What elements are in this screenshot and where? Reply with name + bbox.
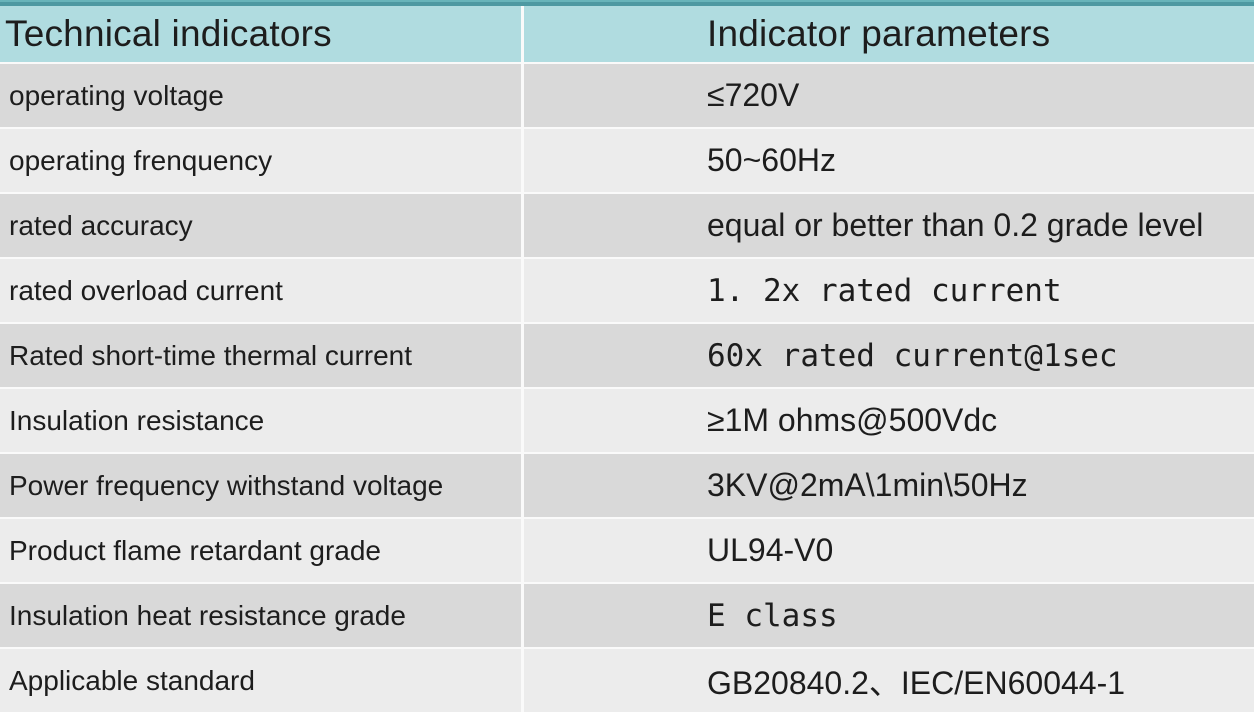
row-label-operating-frequency: operating frenquency	[0, 129, 521, 192]
row-value-rated-overload-current: 1. 2x rated current	[524, 259, 1254, 322]
top-accent-line-dark	[0, 2, 1254, 6]
row-label-rated-overload-current: rated overload current	[0, 259, 521, 322]
column-header-technical-indicators: Technical indicators	[0, 6, 521, 62]
row-value-flame-retardant-grade: UL94-V0	[524, 519, 1254, 582]
row-value-rated-accuracy: equal or better than 0.2 grade level	[524, 194, 1254, 257]
row-label-withstand-voltage: Power frequency withstand voltage	[0, 454, 521, 517]
row-value-operating-voltage: ≤720V	[524, 64, 1254, 127]
column-header-indicator-parameters: Indicator parameters	[524, 6, 1254, 62]
row-label-insulation-resistance: Insulation resistance	[0, 389, 521, 452]
row-label-operating-voltage: operating voltage	[0, 64, 521, 127]
spec-table-grid: Technical indicators Indicator parameter…	[0, 6, 1254, 712]
row-value-operating-frequency: 50~60Hz	[524, 129, 1254, 192]
row-value-short-time-thermal-current: 60x rated current@1sec	[524, 324, 1254, 387]
row-value-applicable-standard: GB20840.2、IEC/EN60044-1	[524, 649, 1254, 712]
row-label-applicable-standard: Applicable standard	[0, 649, 521, 712]
row-value-insulation-resistance: ≥1M ohms@500Vdc	[524, 389, 1254, 452]
row-label-flame-retardant-grade: Product flame retardant grade	[0, 519, 521, 582]
row-label-heat-resistance-grade: Insulation heat resistance grade	[0, 584, 521, 647]
top-accent-line-light	[0, 0, 1254, 2]
row-value-withstand-voltage: 3KV@2mA\1min\50Hz	[524, 454, 1254, 517]
row-label-rated-accuracy: rated accuracy	[0, 194, 521, 257]
row-label-short-time-thermal-current: Rated short-time thermal current	[0, 324, 521, 387]
row-value-heat-resistance-grade: E class	[524, 584, 1254, 647]
